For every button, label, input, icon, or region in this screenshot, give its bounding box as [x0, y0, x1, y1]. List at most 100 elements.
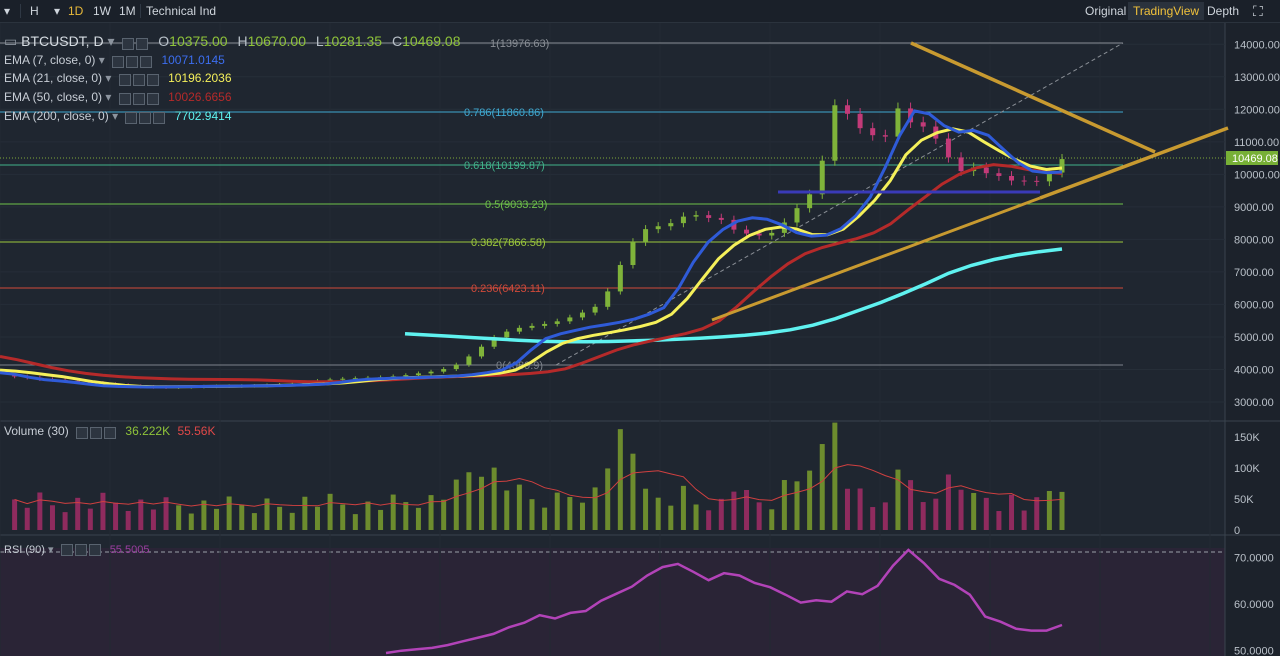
- interval-1m-button[interactable]: 1M: [119, 4, 136, 18]
- ascending-trendline-lower[interactable]: [711, 196, 1041, 322]
- top-toolbar: ▾ H ▾ 1D 1W 1M Technical Ind Original Tr…: [0, 0, 1280, 23]
- rsi-settings-icons[interactable]: [60, 544, 103, 557]
- candle-body: [882, 135, 888, 137]
- volume-bar: [415, 507, 421, 530]
- ema7-settings-icons[interactable]: [112, 54, 154, 68]
- rsi-panel-fill: [0, 548, 1225, 656]
- candle-body: [441, 369, 447, 372]
- volume-settings-icons[interactable]: [76, 425, 118, 439]
- volume-bar: [718, 498, 724, 530]
- symbol-label[interactable]: BTCUSDT, D: [21, 33, 104, 49]
- volume-bar: [378, 509, 384, 530]
- ema7-dropdown-icon[interactable]: ▾: [98, 53, 105, 67]
- volume-bar: [314, 506, 320, 530]
- volume-bar: [1059, 491, 1065, 530]
- ascending-trendline[interactable]: [1039, 126, 1229, 200]
- price-axis-tick: 4000.00: [1234, 364, 1274, 376]
- candle-body: [479, 346, 485, 357]
- toolbar-divider: [20, 4, 21, 18]
- volume-ma-line: [14, 464, 1063, 507]
- ema7-line: [0, 109, 1063, 389]
- volume-bar: [983, 497, 989, 530]
- candle-body: [12, 375, 18, 377]
- volume-bar: [176, 505, 182, 530]
- volume-bar: [62, 512, 68, 530]
- view-depth-tab[interactable]: Depth: [1207, 4, 1240, 18]
- volume-bar: [655, 497, 661, 530]
- candle-body: [668, 223, 674, 227]
- candle-body: [895, 108, 901, 137]
- price-axis-tick: 7000.00: [1234, 267, 1274, 279]
- ema21-settings-icons[interactable]: [118, 72, 161, 86]
- symbol-settings-icons[interactable]: [122, 34, 150, 50]
- volume-bar: [706, 510, 712, 530]
- ema50-line: [0, 163, 1063, 384]
- ema50-legend[interactable]: EMA (50, close, 0) ▾ 10026.6656: [4, 90, 232, 105]
- volume-bar: [188, 513, 194, 530]
- candle-body: [491, 337, 497, 347]
- volume-bar: [908, 480, 914, 530]
- fullscreen-icon[interactable]: ⛶: [1253, 3, 1263, 19]
- ema7-legend[interactable]: EMA (7, close, 0) ▾ 10071.0145: [4, 53, 225, 68]
- candle-body: [592, 306, 598, 313]
- volume-legend[interactable]: Volume (30) 36.222K 55.56K: [4, 424, 216, 439]
- ema200-settings-icons[interactable]: [125, 110, 167, 124]
- interval-hour-dropdown[interactable]: H: [30, 4, 39, 18]
- volume-bar: [1021, 510, 1027, 530]
- volume-value-2: 55.56K: [177, 424, 216, 438]
- interval-1w-button[interactable]: 1W: [93, 4, 111, 18]
- candle-body: [1059, 159, 1065, 173]
- volume-bar: [693, 504, 699, 530]
- volume-bar: [592, 487, 598, 530]
- close-label: C: [391, 33, 403, 49]
- ema200-legend[interactable]: EMA (200, close, 0) ▾ 7702.9414: [4, 109, 232, 124]
- volume-bar: [781, 480, 787, 530]
- rsi-dropdown-icon[interactable]: ▾: [48, 544, 54, 556]
- symbol-dropdown-icon[interactable]: ▾: [107, 33, 115, 49]
- volume-bar: [403, 502, 409, 530]
- candle-body: [983, 167, 989, 174]
- volume-bar: [567, 497, 573, 530]
- toolbar-divider: [140, 4, 141, 18]
- volume-bar: [138, 499, 144, 530]
- volume-bar: [579, 502, 585, 530]
- candle-body: [327, 379, 333, 381]
- interval-dropdown-arrow-icon[interactable]: ▾: [54, 4, 61, 18]
- volume-bar: [277, 506, 283, 530]
- ema50-settings-icons[interactable]: [118, 91, 161, 105]
- interval-1d-button[interactable]: 1D: [68, 4, 84, 18]
- candle-body: [554, 321, 560, 324]
- fib-diagonal-line: [555, 42, 1124, 366]
- fib-label-0382: 0.382(7866.58): [471, 237, 546, 249]
- candle-body: [466, 356, 472, 365]
- low-value: 10281.35: [323, 33, 383, 49]
- volume-bar: [870, 507, 876, 530]
- volume-bar: [491, 467, 497, 530]
- volume-bar: [150, 509, 156, 530]
- fib-label-0618: 0.618(10199.87): [464, 160, 545, 172]
- ema21-legend[interactable]: EMA (21, close, 0) ▾ 10196.2036: [4, 71, 232, 86]
- rsi-axis-tick: 50.0000: [1234, 646, 1274, 656]
- collapse-icon[interactable]: ▭: [4, 33, 18, 49]
- rsi-legend[interactable]: RSI (90) ▾ 55.5005: [4, 543, 149, 557]
- view-tradingview-tab[interactable]: TradingView: [1128, 2, 1205, 20]
- volume-bar: [365, 501, 371, 530]
- ema21-dropdown-icon[interactable]: ▾: [105, 71, 112, 85]
- ema50-dropdown-icon[interactable]: ▾: [105, 90, 112, 104]
- volume-bar: [605, 468, 611, 530]
- descending-trendline[interactable]: [910, 41, 1156, 154]
- volume-bar: [630, 453, 636, 530]
- chart-type-dropdown-icon[interactable]: ▾: [4, 4, 11, 18]
- ema7-value: 10071.0145: [161, 53, 225, 67]
- price-axis-tick: 9000.00: [1234, 202, 1274, 214]
- ema200-dropdown-icon[interactable]: ▾: [112, 109, 119, 123]
- technical-indicators-button[interactable]: Technical Ind: [146, 4, 217, 18]
- candle-body: [819, 160, 825, 195]
- candle-body: [529, 325, 535, 328]
- volume-axis: 150K 100K 50K 0: [1234, 432, 1260, 537]
- volume-bar: [239, 504, 245, 530]
- candle-body: [516, 327, 522, 332]
- candle-body: [958, 157, 964, 172]
- view-original-tab[interactable]: Original: [1085, 4, 1127, 18]
